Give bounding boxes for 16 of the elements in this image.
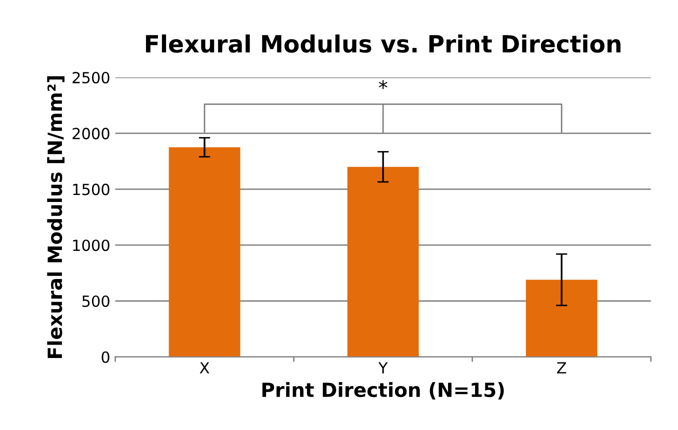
x-tick-label: Z	[557, 362, 566, 374]
y-tick-label: 0	[102, 351, 110, 363]
bar	[168, 147, 240, 357]
x-tick-label: X	[200, 362, 210, 374]
y-axis-title: Flexural Modulus [N/mm²]	[47, 76, 64, 358]
bar	[347, 166, 419, 357]
chart-title: Flexural Modulus vs. Print Direction	[146, 34, 620, 53]
y-tick-label: 500	[82, 295, 110, 308]
y-tick-label: 1500	[73, 184, 110, 196]
x-axis-title: Print Direction (N=15)	[262, 382, 504, 400]
annotation: *	[378, 80, 388, 90]
y-tick-label: 1000	[73, 240, 110, 252]
x-tick-label: Y	[378, 362, 388, 374]
y-tick-label: 2500	[72, 72, 110, 84]
bar	[526, 280, 598, 357]
y-tick-label: 2000	[72, 128, 110, 140]
